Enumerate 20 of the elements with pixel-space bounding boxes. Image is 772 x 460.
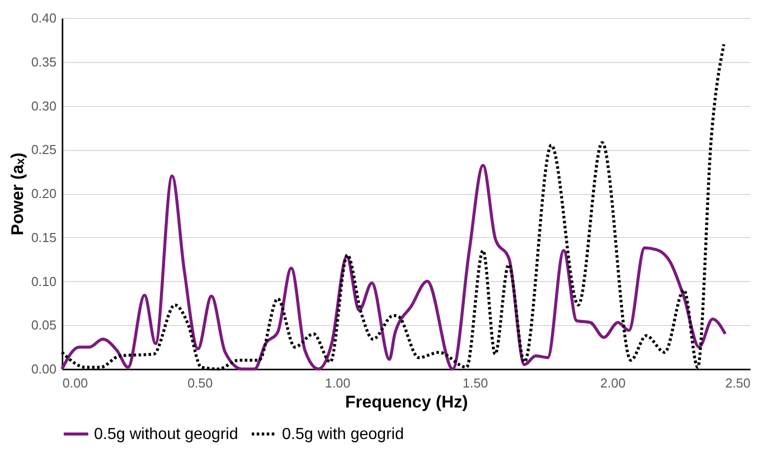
y-tick-label: 0.20 xyxy=(31,186,56,201)
y-tick-label: 0.40 xyxy=(31,10,56,26)
y-tick-label: 0.10 xyxy=(31,274,56,289)
legend-label: 0.5g without geogrid xyxy=(94,426,238,443)
y-tick-label: 0.25 xyxy=(31,142,56,158)
x-tick-label: 0.50 xyxy=(187,376,213,390)
x-axis-title: Frequency (Hz) xyxy=(345,392,468,412)
x-tick-label: 2.50 xyxy=(725,376,750,390)
y-axis-title: Power (aₓ) xyxy=(8,152,28,236)
x-tick-label: 0.00 xyxy=(62,376,88,390)
x-tick-label: 2.00 xyxy=(600,376,626,390)
y-tick-label: 0.00 xyxy=(31,362,56,376)
x-tick-label: 1.50 xyxy=(462,376,488,390)
y-tick-label: 0.30 xyxy=(31,98,56,114)
y-tick-label: 0.05 xyxy=(31,318,56,333)
y-tick-label: 0.35 xyxy=(31,54,56,70)
x-tick-label: 1.00 xyxy=(325,376,350,390)
line-series xyxy=(60,164,727,370)
legend-label: 0.5g with geogrid xyxy=(282,426,404,443)
y-tick-label: 0.15 xyxy=(31,230,56,245)
